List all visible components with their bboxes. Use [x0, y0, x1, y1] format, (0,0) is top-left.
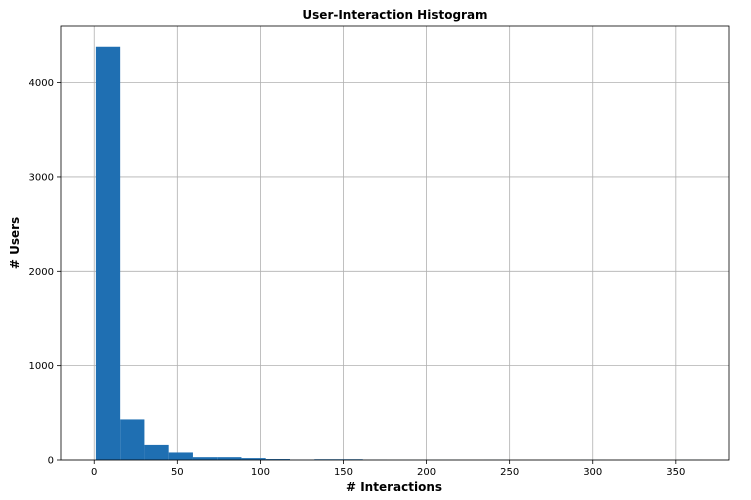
x-tick-label: 100 — [251, 467, 270, 478]
y-tick-label: 2000 — [29, 267, 54, 278]
y-tick-label: 4000 — [29, 78, 54, 89]
x-tick-label: 350 — [666, 467, 685, 478]
histogram-bar — [265, 459, 290, 460]
histogram-bar — [192, 457, 218, 460]
histogram-bar — [95, 46, 121, 460]
y-tick-label: 1000 — [29, 361, 54, 372]
x-tick-label: 50 — [171, 467, 184, 478]
y-axis-ticks: 0 1000 2000 3000 4000 — [29, 78, 61, 467]
chart-title: User-Interaction Histogram — [302, 8, 487, 22]
histogram-bar — [241, 458, 266, 460]
x-tick-label: 250 — [500, 467, 519, 478]
y-tick-label: 0 — [48, 456, 54, 467]
x-tick-label: 0 — [91, 467, 97, 478]
x-axis-title: # Interactions — [346, 480, 442, 494]
x-axis-ticks: 0 50 100 150 200 250 300 350 — [91, 460, 685, 478]
x-tick-label: 200 — [417, 467, 436, 478]
y-tick-label: 3000 — [29, 172, 54, 183]
x-tick-label: 300 — [583, 467, 602, 478]
histogram-bar — [168, 452, 193, 460]
plot-frame — [60, 25, 730, 461]
grid-lines — [61, 26, 729, 461]
x-tick-label: 150 — [334, 467, 353, 478]
y-axis-title: # Users — [8, 217, 22, 269]
histogram-bar — [217, 457, 242, 460]
histogram-bar — [144, 444, 169, 460]
bars — [95, 46, 703, 460]
histogram-bar — [120, 419, 145, 460]
